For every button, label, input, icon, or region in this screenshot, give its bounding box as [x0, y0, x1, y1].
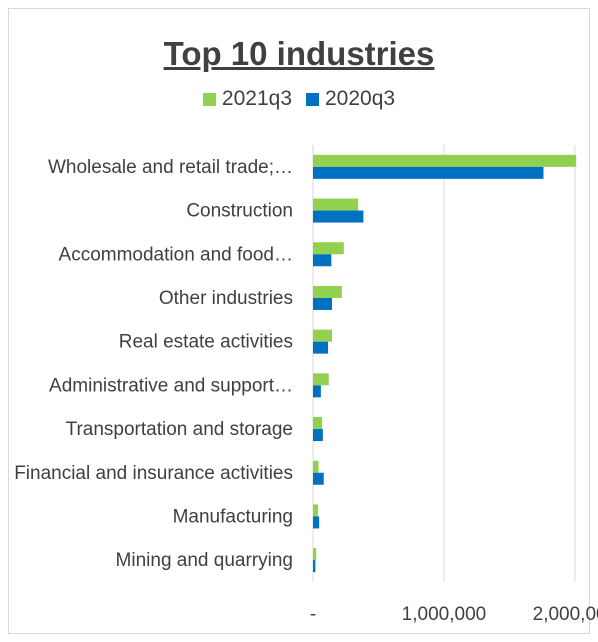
bar-1-7 [313, 417, 323, 430]
bar-1-6 [313, 373, 329, 386]
bar-1-1 [313, 154, 577, 167]
chart-title: Top 10 industries [163, 35, 435, 72]
bar-2-3 [313, 254, 332, 267]
bar-1-8 [313, 460, 319, 473]
bar-1-3 [313, 242, 344, 255]
bar-1-10 [313, 548, 317, 561]
bar-2-6 [313, 385, 321, 398]
bar-2-2 [313, 210, 364, 223]
legend-swatch-series-1 [202, 92, 216, 106]
bar-1-5 [313, 329, 332, 342]
bar-2-1 [313, 166, 544, 179]
category-label-9: Manufacturing [173, 506, 293, 527]
bar-2-4 [313, 297, 332, 310]
category-label-5: Real estate activities [119, 332, 293, 353]
x-tick-label-1: - [310, 604, 316, 625]
legend-item-series-2: 2020q3 [306, 86, 395, 112]
category-label-2: Construction [186, 201, 293, 222]
chart-legend: 2021q3 2020q3 [0, 86, 598, 112]
x-tick-label-2: 1,000,000 [402, 604, 487, 625]
bar-2-9 [313, 516, 320, 529]
x-tick-label-3: 2,000,000 [533, 604, 598, 625]
bar-1-4 [313, 285, 342, 298]
category-label-7: Transportation and storage [66, 419, 293, 440]
bar-2-5 [313, 341, 329, 354]
category-label-3: Accommodation and food… [59, 244, 293, 265]
category-label-1: Wholesale and retail trade;… [48, 157, 293, 178]
legend-label-series-2: 2020q3 [325, 87, 396, 110]
legend-label-series-1: 2021q3 [221, 87, 292, 110]
category-label-10: Mining and quarrying [116, 550, 293, 571]
category-label-6: Administrative and support… [49, 375, 293, 396]
chart-frame [8, 8, 590, 634]
legend-item-series-1: 2021q3 [202, 86, 292, 112]
bar-2-7 [313, 429, 323, 442]
legend-swatch-series-2 [306, 92, 319, 106]
bar-1-2 [313, 198, 359, 211]
bar-2-10 [313, 560, 316, 573]
category-label-8: Financial and insurance activities [14, 463, 293, 484]
category-label-4: Other industries [159, 288, 293, 309]
bar-2-8 [313, 472, 324, 485]
bar-1-9 [313, 504, 318, 517]
